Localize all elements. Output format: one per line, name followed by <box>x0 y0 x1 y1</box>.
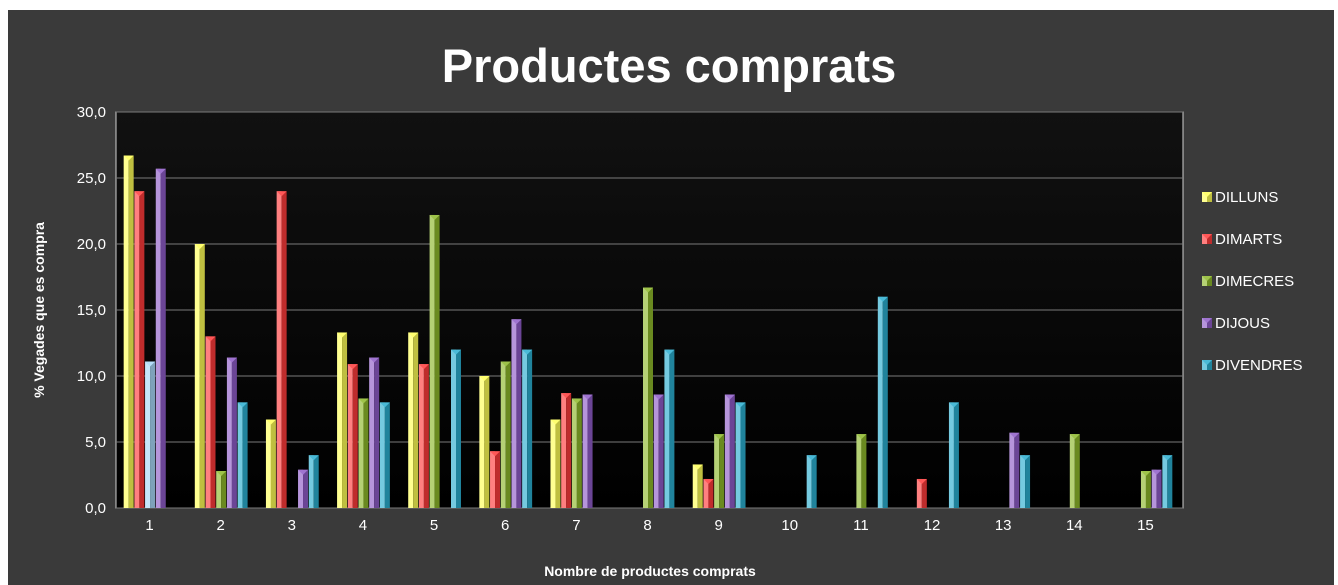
bar <box>205 336 216 508</box>
bar <box>418 364 429 508</box>
legend-label: DIMARTS <box>1215 231 1282 248</box>
y-tick-label: 0,0 <box>85 500 106 517</box>
legend-item: DIJOUS <box>1202 315 1270 332</box>
y-tick-label: 20,0 <box>77 236 106 253</box>
bar <box>123 155 134 508</box>
y-tick-label: 10,0 <box>77 368 106 385</box>
bar <box>1151 469 1162 508</box>
legend-swatch <box>1202 234 1212 244</box>
bar <box>653 394 664 508</box>
bar <box>369 357 380 508</box>
bar <box>337 332 348 508</box>
bar <box>1140 471 1151 508</box>
bar <box>1020 455 1031 508</box>
bar <box>500 361 511 508</box>
bar <box>582 394 593 508</box>
bar <box>877 296 888 508</box>
bar <box>511 319 522 508</box>
x-tick-label: 1 <box>145 517 153 534</box>
x-tick-label: 3 <box>288 517 296 534</box>
legend: DILLUNS DIMARTS DIMECRES DIJOUS DIVENDRES <box>1202 189 1303 374</box>
chart-title: Productes comprats <box>441 39 897 92</box>
x-axis-title: Nombre de productes comprats <box>544 563 756 579</box>
legend-label: DILLUNS <box>1215 189 1278 206</box>
legend-label: DIMECRES <box>1215 273 1294 290</box>
bar <box>347 364 358 508</box>
x-tick-labels: 1 2 3 4 5 6 7 8 9 10 11 12 13 14 15 <box>145 517 1153 534</box>
x-tick-label: 15 <box>1137 517 1154 534</box>
x-tick-label: 7 <box>572 517 580 534</box>
bar <box>692 464 703 508</box>
y-tick-label: 5,0 <box>85 434 106 451</box>
y-tick-label: 15,0 <box>77 302 106 319</box>
y-tick-label: 25,0 <box>77 170 106 187</box>
bar <box>265 419 276 508</box>
bar <box>703 478 714 508</box>
bar <box>155 168 166 508</box>
x-tick-label: 14 <box>1066 517 1083 534</box>
legend-swatch <box>1202 360 1212 370</box>
legend-item: DIVENDRES <box>1202 357 1303 374</box>
x-tick-label: 6 <box>501 517 509 534</box>
bar <box>1162 455 1173 508</box>
bars <box>123 155 1173 508</box>
bar <box>276 191 287 508</box>
bar <box>237 402 248 508</box>
legend-label: DIVENDRES <box>1215 357 1303 374</box>
x-tick-label: 10 <box>781 517 798 534</box>
bar <box>1069 434 1080 508</box>
bar <box>916 478 927 508</box>
bar <box>134 191 145 508</box>
bar <box>948 402 959 508</box>
x-tick-label: 2 <box>217 517 225 534</box>
bar <box>408 332 419 508</box>
x-tick-label: 11 <box>853 517 869 534</box>
bar <box>806 455 817 508</box>
bar <box>216 471 227 508</box>
bar <box>1009 432 1020 508</box>
bar <box>550 419 561 508</box>
bar <box>226 357 237 508</box>
x-tick-label: 4 <box>359 517 367 534</box>
bar <box>490 451 501 508</box>
bar <box>358 398 369 508</box>
bar <box>724 394 735 508</box>
x-tick-label: 13 <box>995 517 1012 534</box>
legend-item: DIMECRES <box>1202 273 1294 290</box>
bar <box>429 214 440 508</box>
bar <box>735 402 746 508</box>
bar <box>379 402 390 508</box>
bar <box>561 393 572 508</box>
x-tick-label: 9 <box>714 517 722 534</box>
bar <box>643 287 653 508</box>
bar <box>451 349 461 508</box>
legend-label: DIJOUS <box>1215 315 1270 332</box>
bar <box>714 434 725 508</box>
x-tick-label: 5 <box>430 517 438 534</box>
legend-swatch <box>1202 192 1212 202</box>
bar <box>194 244 205 508</box>
x-tick-label: 8 <box>643 517 651 534</box>
legend-swatch <box>1202 276 1212 286</box>
bar <box>856 434 867 508</box>
y-axis-title: % Vegades que es compra <box>31 222 47 398</box>
legend-item: DIMARTS <box>1202 231 1282 248</box>
bar <box>145 361 156 508</box>
legend-swatch <box>1202 318 1212 328</box>
bar <box>522 349 533 508</box>
y-tick-labels: 0,0 5,0 10,0 15,0 20,0 25,0 30,0 <box>77 104 106 517</box>
bar <box>571 398 582 508</box>
y-tick-label: 30,0 <box>77 104 106 121</box>
bar <box>664 349 675 508</box>
bar <box>308 455 319 508</box>
bar <box>298 469 309 508</box>
legend-item: DILLUNS <box>1202 189 1278 206</box>
x-tick-label: 12 <box>924 517 941 534</box>
bar <box>479 376 490 508</box>
